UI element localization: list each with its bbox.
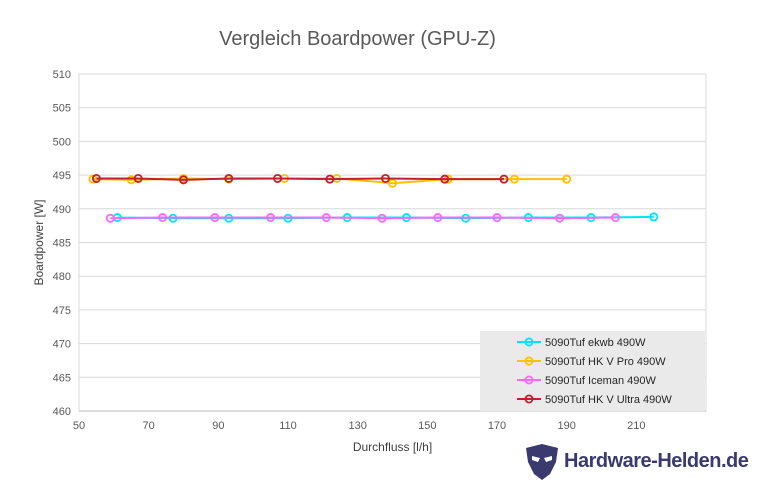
data-point-3-3: [210, 213, 220, 223]
legend-label-1: 5090Tuf ekwb 490W: [545, 337, 646, 349]
y-tick-label-490: 490: [53, 204, 71, 216]
y-tick-label-470: 470: [53, 339, 71, 351]
legend: 5090Tuf ekwb 490W 5090Tuf HK V Pro 490W 50…: [480, 331, 705, 411]
legend-label-3: 5090Tuf Iceman 490W: [545, 375, 656, 387]
data-point-3-5: [321, 213, 331, 223]
site-logo: Hardware-Helden.de: [522, 440, 767, 486]
data-point-3-4: [266, 213, 276, 223]
data-point-4-7: [381, 173, 391, 183]
y-tick-label-495: 495: [53, 170, 71, 182]
y-tick-label-505: 505: [53, 103, 71, 115]
data-point-3-2: [158, 213, 168, 223]
x-tick-label-210: 210: [627, 420, 645, 432]
logo-text: Hardware-Helden.de: [564, 450, 749, 472]
y-tick-label-485: 485: [53, 238, 71, 250]
data-point-2-7: [387, 178, 397, 188]
series-2: [88, 173, 572, 188]
legend-marker-4: [524, 394, 534, 404]
data-point-2-9: [509, 174, 519, 184]
x-tick-label-130: 130: [348, 420, 366, 432]
data-point-4-6: [325, 174, 335, 184]
y-tick-label-460: 460: [53, 406, 71, 418]
legend-marker-1: [524, 337, 534, 347]
x-tick-label-90: 90: [212, 420, 224, 432]
series-3: [105, 213, 620, 223]
data-point-4-2: [133, 173, 143, 183]
y-tick-label-510: 510: [53, 69, 71, 81]
data-point-3-1: [105, 213, 115, 223]
data-point-3-6: [377, 213, 387, 223]
data-point-4-9: [499, 174, 509, 184]
y-tick-label-500: 500: [53, 136, 71, 148]
series-line-3: [110, 216, 616, 220]
series-group: [88, 173, 659, 223]
y-tick-label-465: 465: [53, 372, 71, 384]
data-point-4-3: [178, 175, 188, 185]
data-point-4-8: [440, 174, 450, 184]
legend-label-2: 5090Tuf HK V Pro 490W: [545, 356, 666, 368]
y-tick-label-475: 475: [53, 305, 71, 317]
legend-marker-2: [524, 356, 534, 366]
data-point-4-1: [91, 173, 101, 183]
data-point-3-8: [492, 213, 502, 223]
x-tick-label-190: 190: [557, 420, 575, 432]
x-tick-label-50: 50: [73, 420, 85, 432]
data-point-3-7: [433, 213, 443, 223]
data-point-4-5: [273, 173, 283, 183]
data-point-1-10: [649, 212, 659, 222]
x-axis-label: Durchfluss [l/h]: [353, 440, 432, 454]
y-tick-label-480: 480: [53, 271, 71, 283]
mask-icon: [526, 444, 558, 480]
chart-title: Vergleich Boardpower (GPU-Z): [219, 28, 496, 50]
x-tick-label-150: 150: [418, 420, 436, 432]
data-point-3-9: [555, 213, 565, 223]
y-axis-label: Boardpower [W]: [32, 199, 46, 285]
data-point-2-10: [562, 174, 572, 184]
legend-box: [480, 331, 705, 411]
x-tick-label-110: 110: [279, 420, 297, 432]
legend-marker-3: [524, 375, 534, 385]
series-4: [91, 173, 509, 185]
x-tick-label-170: 170: [488, 420, 506, 432]
data-point-3-10: [610, 213, 620, 223]
legend-label-4: 5090Tuf HK V Ultra 490W: [545, 394, 672, 406]
data-point-4-4: [224, 173, 234, 183]
series-line-4: [96, 177, 504, 181]
tick-labels: 460 465 470 475 480 485 490 495 500 505 510 50 70 90 1…: [53, 69, 646, 432]
x-tick-label-70: 70: [143, 420, 155, 432]
